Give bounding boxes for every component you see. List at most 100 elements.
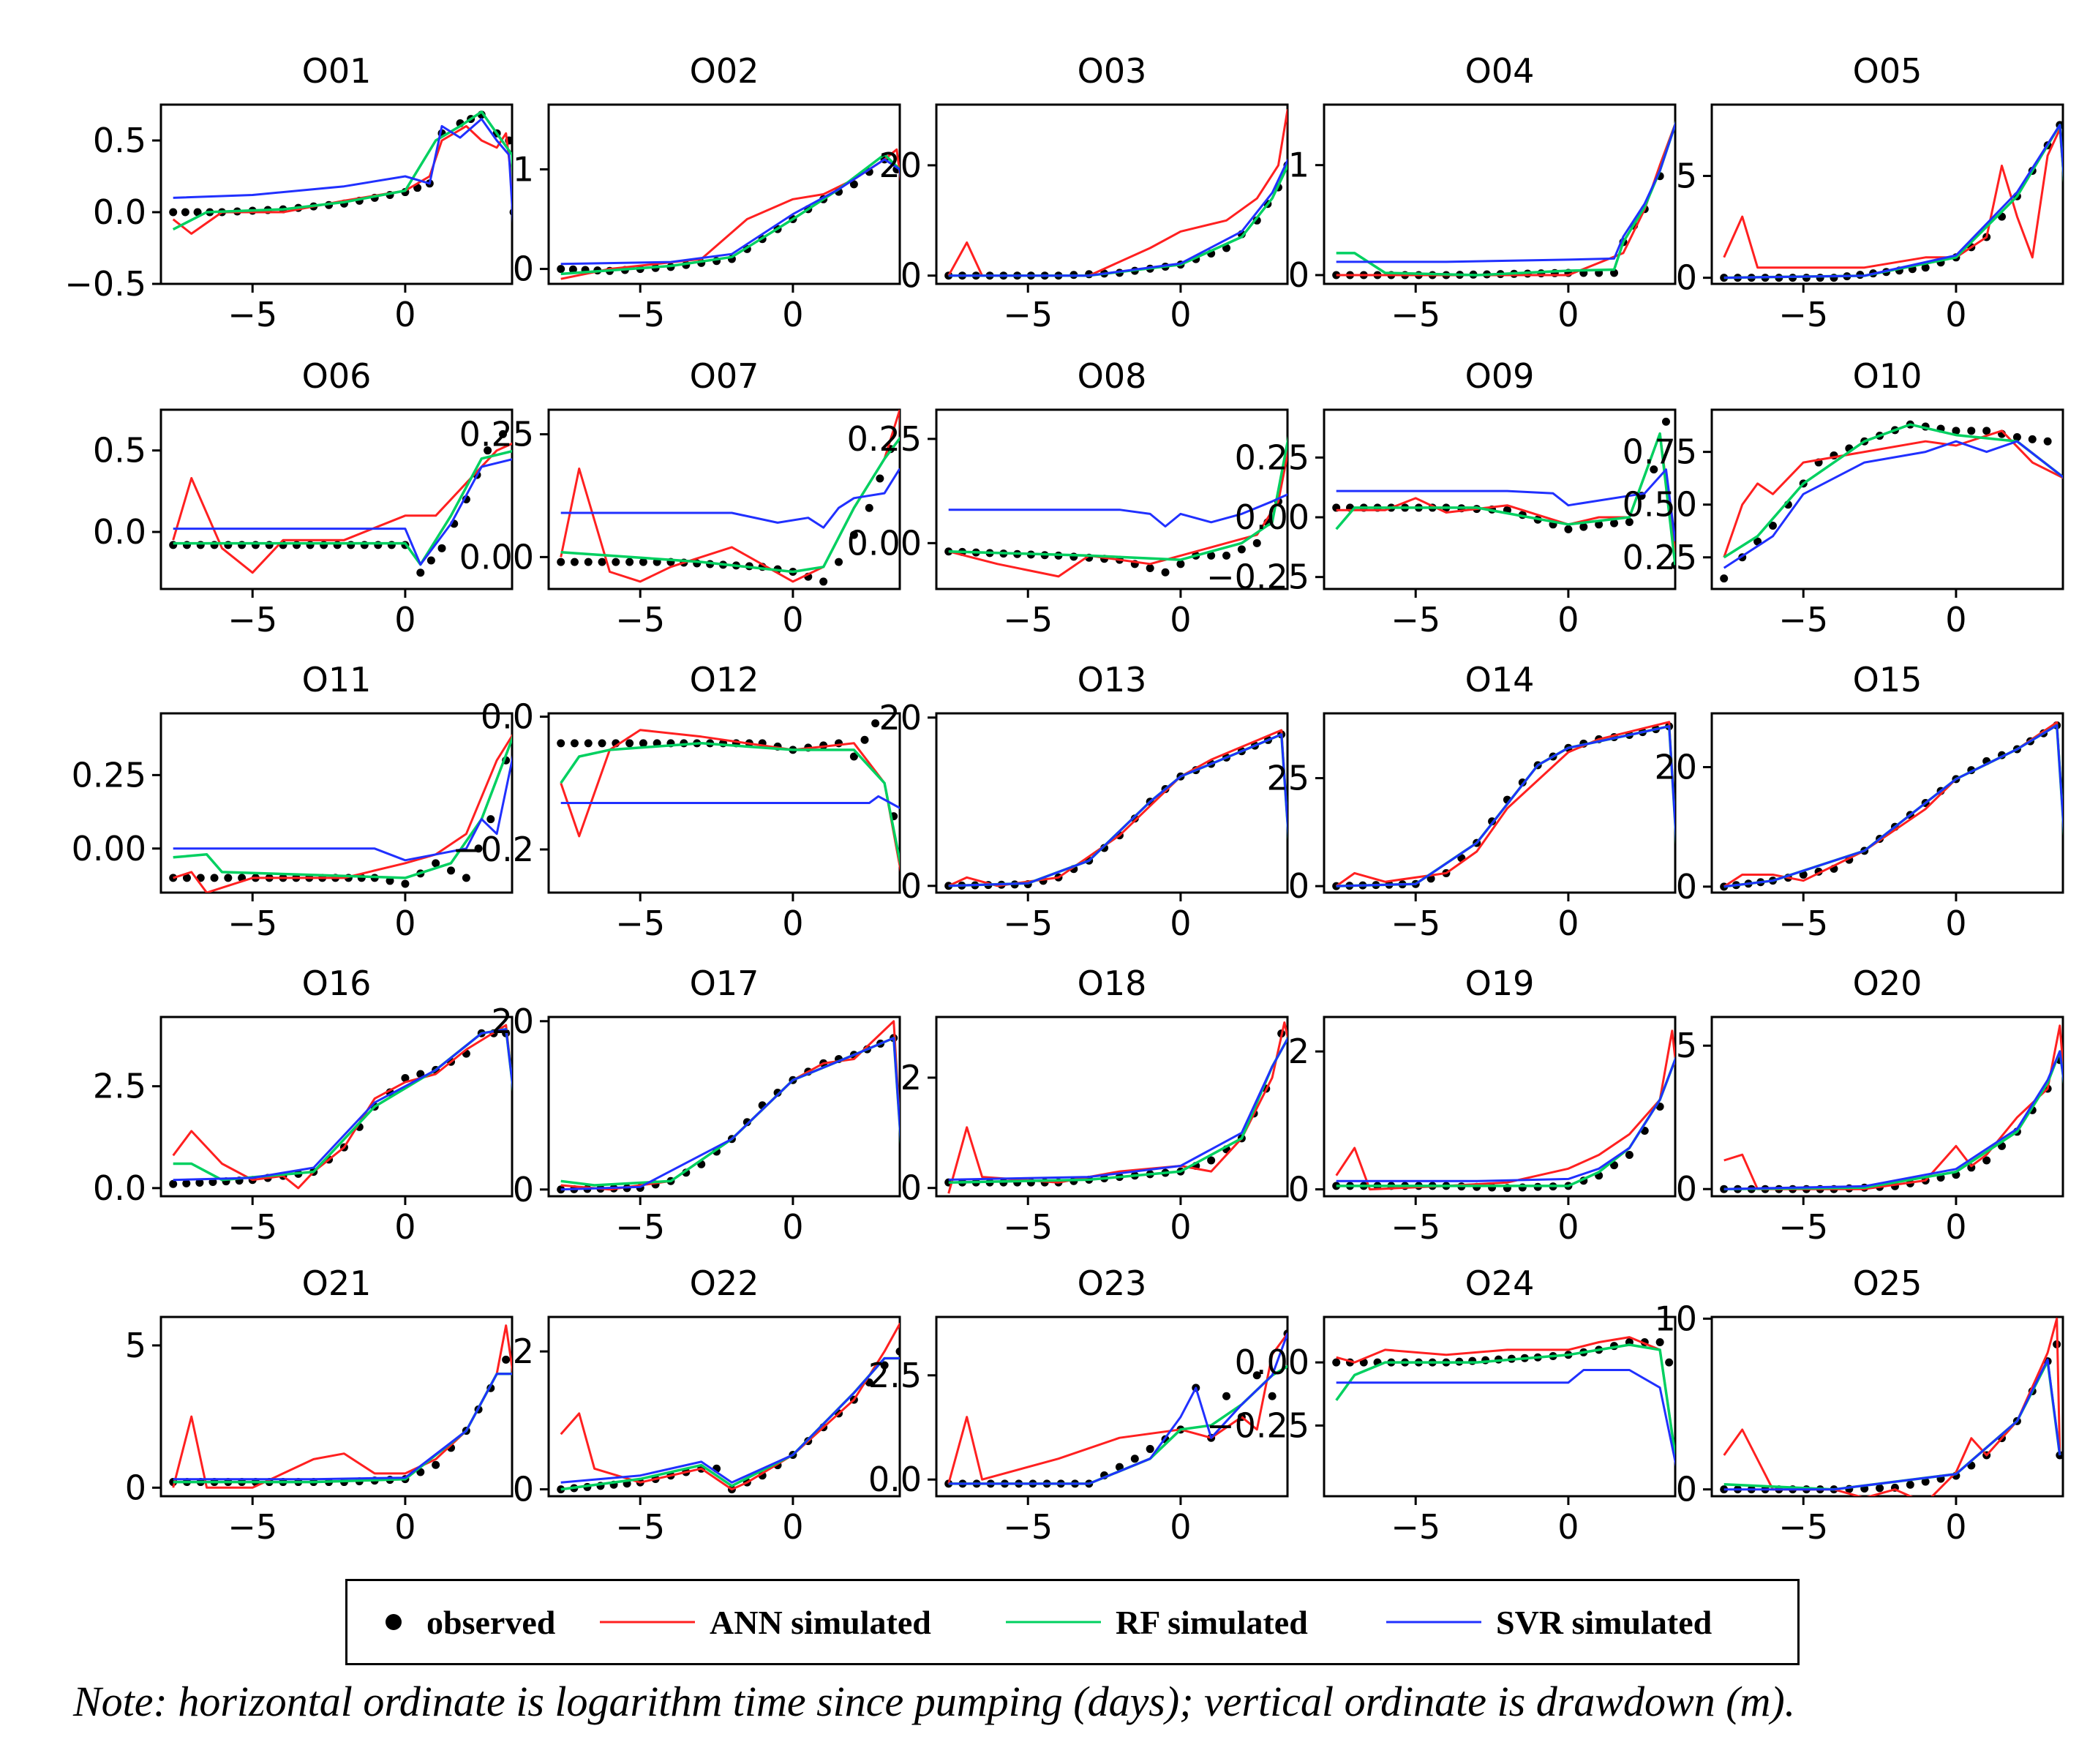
observed-point xyxy=(169,208,178,217)
svr-line xyxy=(560,795,900,810)
observed-point xyxy=(1921,1477,1930,1486)
plot-area xyxy=(169,110,512,235)
x-tick-label: 0 xyxy=(394,600,416,639)
plot-frame xyxy=(1710,103,2064,285)
rf-line xyxy=(173,735,512,879)
y-tick-label: 0 xyxy=(1676,258,1697,298)
y-tick-label: −0.25 xyxy=(1206,558,1309,597)
observed-point xyxy=(195,1178,204,1187)
subplot-o21: O21 −5 0 5 0 xyxy=(125,1264,514,1547)
x-tick-label: 0 xyxy=(394,904,416,943)
panel-title: O17 xyxy=(690,964,759,1003)
plot-frame xyxy=(547,1016,901,1198)
x-tick-label: −5 xyxy=(615,904,665,943)
svr-line xyxy=(173,118,512,223)
plot-frame xyxy=(935,103,1289,285)
plot-frame xyxy=(159,712,514,894)
x-tick-label: 0 xyxy=(394,295,416,334)
observed-point xyxy=(169,1179,178,1188)
y-tick-label: 2 xyxy=(513,1332,534,1371)
svr-line xyxy=(948,733,1287,887)
observed-point xyxy=(210,874,219,882)
panel-title: O19 xyxy=(1465,964,1535,1003)
x-tick-label: 0 xyxy=(1557,904,1579,943)
panel-title: O13 xyxy=(1078,660,1147,699)
x-tick-label: 0 xyxy=(1170,295,1191,334)
subplot-o15: O15 −5 0 20 0 xyxy=(1654,660,2064,943)
y-tick-label: 20 xyxy=(491,1002,534,1041)
y-tick-label: 0 xyxy=(1676,867,1697,907)
x-tick-label: −5 xyxy=(615,1507,665,1547)
observed-point xyxy=(898,1170,900,1176)
observed-point xyxy=(2061,1100,2063,1106)
plot-frame xyxy=(935,1316,1289,1498)
observed-point xyxy=(1237,545,1246,554)
observed-point xyxy=(1286,415,1287,421)
x-tick-label: −5 xyxy=(1003,600,1053,639)
observed-point xyxy=(895,1347,900,1356)
x-tick-label: 0 xyxy=(1170,904,1191,943)
panel-title: O22 xyxy=(690,1264,759,1303)
svr-line xyxy=(173,755,512,862)
observed-point xyxy=(1625,1150,1634,1159)
svr-line xyxy=(1723,440,2063,569)
observed-point xyxy=(1564,525,1573,533)
x-tick-label: −5 xyxy=(1391,295,1440,334)
y-tick-label: 0 xyxy=(901,1168,922,1208)
panel-title: O07 xyxy=(690,356,759,396)
plot-frame xyxy=(159,103,514,285)
plot-frame xyxy=(1710,408,2064,590)
y-tick-label: 2.5 xyxy=(868,1356,922,1395)
subplot-o22: O22 −5 0 2 0 xyxy=(513,1264,901,1547)
observed-point xyxy=(1952,427,1960,435)
observed-point xyxy=(557,739,565,748)
x-tick-label: −5 xyxy=(615,600,665,639)
y-tick-label: 0.25 xyxy=(847,419,922,459)
observed-point xyxy=(1720,574,1729,583)
observed-point xyxy=(1906,1480,1914,1489)
observed-point xyxy=(570,558,579,566)
y-tick-label: 10 xyxy=(1654,1299,1697,1338)
x-tick-label: 0 xyxy=(1945,1507,1966,1547)
plot-area xyxy=(1720,1024,2063,1193)
observed-point xyxy=(557,265,565,274)
plot-area xyxy=(944,415,1287,578)
panel-title: O25 xyxy=(1853,1264,1922,1303)
y-tick-label: 0 xyxy=(1288,866,1309,906)
plot-area xyxy=(944,1021,1287,1194)
observed-point xyxy=(432,1460,440,1469)
observed-point xyxy=(1146,1444,1154,1453)
subplot-o18: O18 −5 0 2 0 xyxy=(901,964,1289,1247)
observed-point xyxy=(2012,432,2021,441)
x-tick-label: 0 xyxy=(782,295,803,334)
panel-title: O24 xyxy=(1465,1264,1535,1303)
observed-point xyxy=(944,1479,953,1488)
observed-point xyxy=(860,735,869,744)
legend: observed ANN simulated RF simulated SVR … xyxy=(345,1579,1800,1665)
ann-line xyxy=(947,109,1287,277)
x-tick-label: 0 xyxy=(1557,295,1579,334)
y-tick-label: 0.75 xyxy=(1623,432,1697,472)
x-tick-label: −5 xyxy=(1778,904,1828,943)
observed-marker-icon xyxy=(386,1614,402,1630)
plot-area xyxy=(944,1329,1287,1488)
svr-line xyxy=(1336,121,1675,263)
observed-point xyxy=(819,577,828,586)
observed-point xyxy=(898,431,900,438)
observed-point xyxy=(1967,427,1976,435)
svr-line xyxy=(1723,724,2063,888)
x-tick-label: −5 xyxy=(1003,295,1053,334)
y-tick-label: 0.25 xyxy=(72,755,146,795)
x-tick-label: 0 xyxy=(1945,295,1966,334)
subplot-o14: O14 −5 0 25 0 xyxy=(1266,660,1677,943)
observed-point xyxy=(1674,113,1675,119)
observed-point xyxy=(568,265,577,274)
observed-point xyxy=(1130,1455,1139,1463)
ann-line xyxy=(560,148,900,280)
plot-area xyxy=(1332,113,1675,279)
y-tick-label: 0 xyxy=(1288,255,1309,295)
y-tick-label: 0.5 xyxy=(93,431,146,470)
observed-point xyxy=(598,558,606,566)
x-tick-label: −5 xyxy=(1778,295,1828,334)
